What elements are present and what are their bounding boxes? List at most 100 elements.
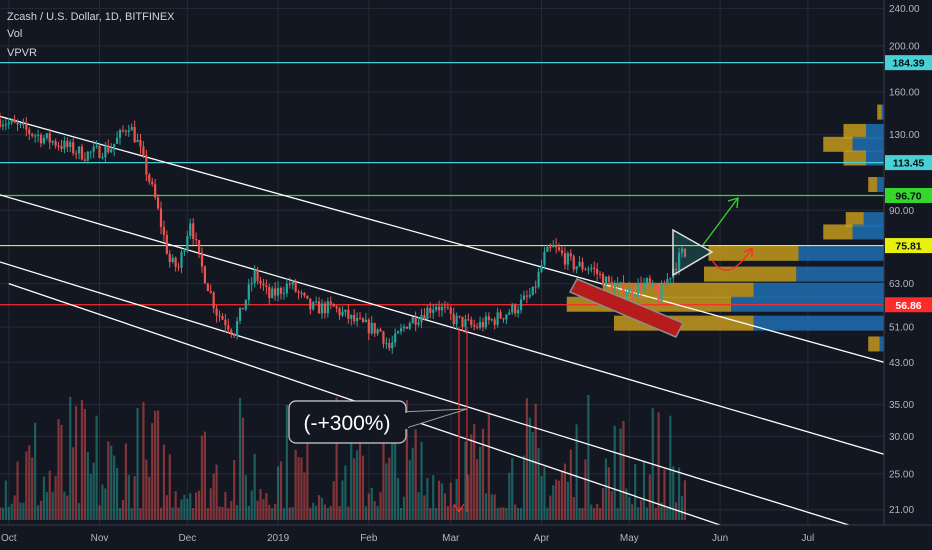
candle-body	[104, 145, 107, 158]
volume-bar	[127, 474, 130, 520]
candle-body	[192, 223, 195, 239]
candle-body	[332, 303, 335, 307]
volume-bar	[320, 497, 324, 520]
volume-bar	[63, 491, 66, 520]
volume-bar	[233, 460, 236, 520]
time-axis[interactable]: Oct Nov Dec 2019 Feb Mar Apr May Jun Jul	[1, 533, 814, 544]
candle-body	[572, 256, 575, 270]
volume-bar	[563, 463, 567, 520]
candle-body	[45, 133, 48, 138]
volume-bar	[291, 507, 294, 520]
volume-bar	[379, 491, 382, 520]
candle-body	[338, 308, 341, 316]
candle-body	[83, 159, 86, 161]
candle-body	[36, 134, 40, 136]
candle-body	[145, 155, 148, 175]
candle-body	[151, 181, 154, 185]
vpvr-bar-down	[796, 266, 884, 282]
volume-bar	[528, 417, 531, 520]
volume-bar	[279, 461, 283, 520]
volume-bar	[590, 504, 593, 520]
candle-body	[171, 257, 174, 263]
price-axis[interactable]: 240.00 200.00 160.00 130.00 90.00 63.00 51.00 4…	[889, 4, 920, 516]
candle-body	[645, 278, 649, 284]
symbol-title[interactable]: Zcash / U.S. Dollar, 1D, BITFINEX	[7, 11, 175, 23]
drawings[interactable]: (-+300%)	[288, 197, 753, 514]
volume-bar	[683, 480, 687, 520]
volume-bar	[560, 470, 564, 520]
volume-bar	[669, 415, 672, 520]
candle-body	[57, 145, 60, 147]
candle-body	[426, 307, 429, 319]
price-tick-label: 35.00	[889, 400, 914, 411]
vpvr-indicator-label[interactable]: VPVR	[7, 47, 37, 59]
volume-bar	[83, 408, 86, 520]
vpvr-bar-down	[852, 136, 884, 152]
volume-bar	[575, 424, 578, 520]
candle-body	[133, 127, 136, 143]
vpvr-bar-down	[753, 315, 884, 331]
candle-body	[39, 134, 43, 144]
price-tick-label: 43.00	[889, 358, 914, 369]
red-rectangle-drawing[interactable]	[568, 278, 685, 338]
volume-bar	[306, 404, 309, 520]
volume-bar	[487, 412, 490, 520]
candle-body	[189, 223, 192, 237]
volume-indicator-label[interactable]: Vol	[7, 28, 23, 40]
volume-bar	[353, 458, 356, 520]
candle-body	[593, 267, 596, 269]
volume-bar	[259, 488, 262, 520]
volume-bar	[478, 446, 482, 520]
volume-bar	[613, 425, 616, 520]
candle-body	[113, 143, 116, 150]
candle-body	[51, 141, 54, 143]
volume-bar	[95, 415, 98, 520]
triangle-drawing[interactable]	[672, 228, 714, 277]
volume-bar	[244, 475, 247, 520]
candle-body	[391, 342, 394, 349]
time-tick-label: Jul	[801, 533, 814, 544]
price-line-label-box	[885, 297, 932, 313]
volume-bar	[578, 507, 581, 520]
volume-bar	[124, 443, 127, 520]
volume-bar	[118, 507, 122, 520]
candle-body	[502, 318, 505, 320]
volume-bar	[66, 495, 69, 520]
candle-body	[353, 314, 356, 322]
volume-bar	[39, 500, 43, 520]
volume-bar	[31, 457, 34, 520]
volume-bar	[22, 502, 25, 520]
volume-bar	[607, 467, 610, 520]
volume-bar	[396, 477, 400, 520]
volume-bar	[130, 507, 133, 520]
candle-body	[98, 145, 101, 158]
candle-body	[625, 292, 628, 296]
volume-bar	[34, 422, 37, 520]
volume-bar	[557, 480, 561, 520]
volume-bar	[312, 502, 315, 520]
volume-bar	[256, 500, 259, 520]
volume-bar	[253, 454, 256, 520]
volume-bar	[75, 405, 78, 520]
candle-body	[440, 306, 444, 311]
red-arrow-path[interactable]	[711, 247, 753, 271]
time-tick-label: Feb	[360, 533, 378, 544]
candle-body	[467, 319, 470, 321]
volume-bar	[107, 441, 110, 520]
candle-body	[452, 313, 455, 325]
volume-bar	[227, 507, 230, 520]
volume-bar	[420, 441, 423, 520]
volume-bar	[598, 507, 602, 520]
volume-bar	[663, 469, 666, 520]
volume-bar	[502, 507, 505, 520]
candle-body	[370, 322, 373, 334]
green-arrow-path[interactable]	[702, 197, 739, 246]
volume-bar	[221, 506, 224, 520]
volume-bar	[385, 463, 388, 520]
volume-bar	[376, 506, 379, 520]
candle-body	[253, 269, 256, 284]
candle-body	[358, 317, 362, 319]
volume-bar	[57, 419, 60, 520]
candle-body	[115, 137, 119, 144]
